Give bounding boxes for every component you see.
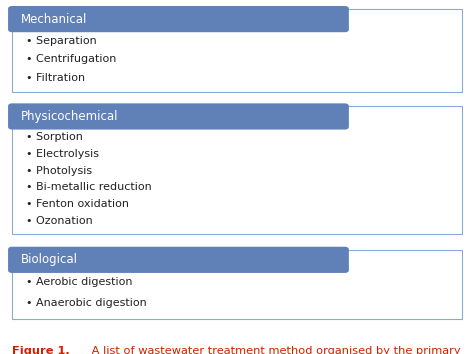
FancyBboxPatch shape [8,6,349,32]
Text: • Aerobic digestion: • Aerobic digestion [26,278,133,287]
FancyBboxPatch shape [8,103,349,130]
Text: Mechanical: Mechanical [20,13,87,25]
Text: • Separation: • Separation [26,36,97,46]
Text: • Photolysis: • Photolysis [26,166,92,176]
Text: • Filtration: • Filtration [26,73,85,83]
FancyBboxPatch shape [12,106,462,234]
Text: • Centrifugation: • Centrifugation [26,55,117,64]
Text: • Bi-metallic reduction: • Bi-metallic reduction [26,182,152,192]
Text: Figure 1.: Figure 1. [12,346,70,354]
FancyBboxPatch shape [12,250,462,319]
Text: • Sorption: • Sorption [26,132,83,142]
FancyBboxPatch shape [8,247,349,273]
Text: • Ozonation: • Ozonation [26,216,93,226]
Text: • Electrolysis: • Electrolysis [26,149,99,159]
Text: • Fenton oxidation: • Fenton oxidation [26,199,129,209]
Text: • Anaerobic digestion: • Anaerobic digestion [26,298,147,308]
Text: A list of wastewater treatment method organised by the primary
method of action.: A list of wastewater treatment method or… [88,346,460,354]
Text: Biological: Biological [20,253,77,266]
FancyBboxPatch shape [12,9,462,92]
Text: Physicochemical: Physicochemical [20,110,118,123]
